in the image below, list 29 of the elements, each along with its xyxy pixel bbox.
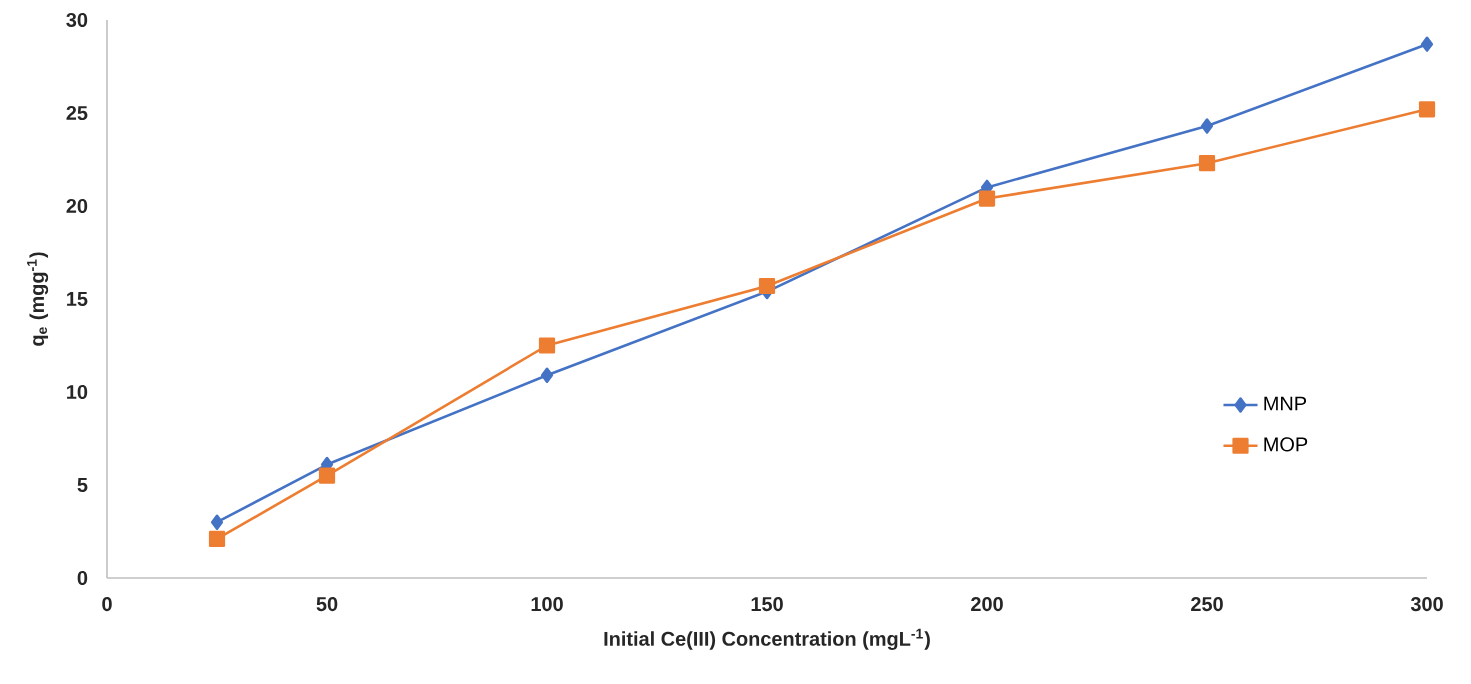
y-tick-label: 20 [66,198,88,214]
point [1200,118,1214,134]
x-tick-label: 250 [1191,597,1223,612]
y-tick-label: 30 [66,12,88,28]
y-tick-label: 5 [77,478,88,492]
x-tick-label: 0 [102,597,112,612]
point [540,367,554,383]
y-axis-title: q$_{e}$ (mgg$^{-1}$) [27,252,49,346]
point [978,190,996,207]
legend-label: MNP [1264,396,1307,411]
point [1418,101,1436,118]
x-tick-label: 100 [531,597,563,612]
legend-label: MOP [1264,437,1308,452]
point [758,277,776,295]
x-tick-label: 150 [751,597,783,612]
y-tick-label: 0 [77,570,88,586]
point [210,514,224,530]
y-tick-label: 15 [67,292,88,306]
x-tick-label: 200 [971,597,1003,612]
y-tick-label: 10 [67,384,88,400]
point [208,530,226,548]
point [318,467,336,484]
point [1420,36,1434,52]
point [538,337,556,354]
x-tick-label: 50 [316,597,338,612]
y-tick-label: 25 [66,105,88,121]
x-axis-title: Initial Ce(III) Concentration (mgL$^{-1}$) [604,628,930,650]
point [1198,155,1216,172]
x-tick-label: 300 [1410,597,1443,612]
